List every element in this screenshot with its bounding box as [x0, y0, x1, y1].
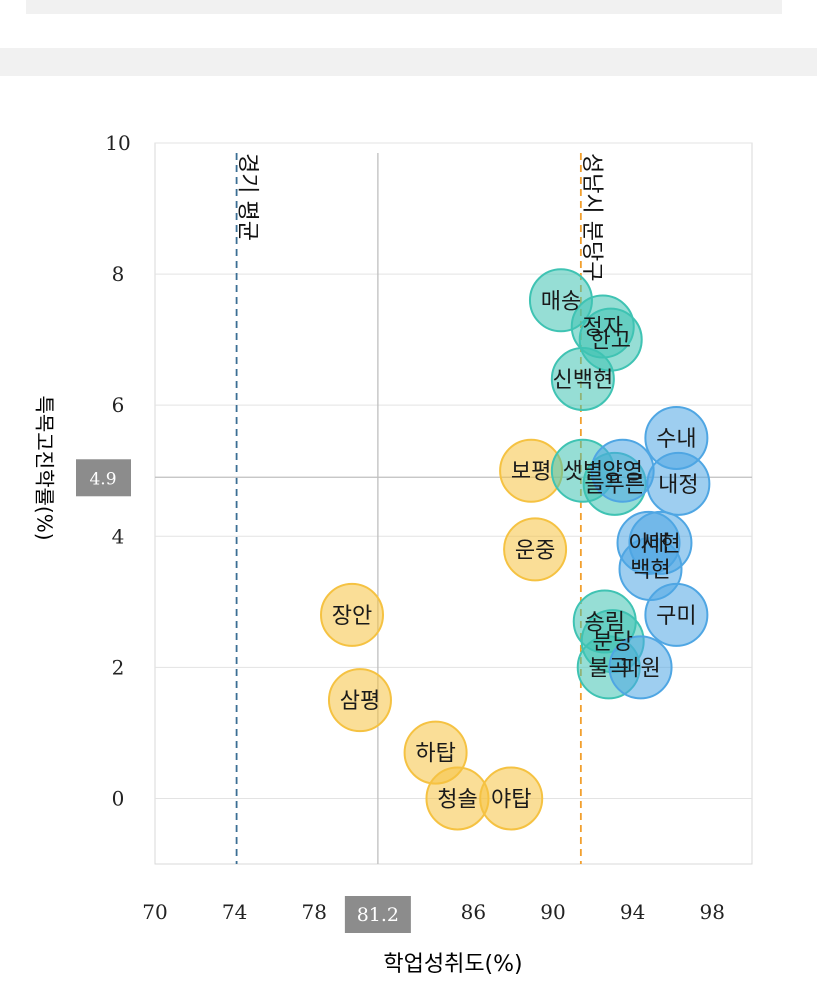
mean-badge-x: [344, 896, 411, 933]
y-tick-label: 6: [112, 393, 125, 417]
x-tick-label: 86: [461, 900, 486, 924]
mean-badge-y: [76, 459, 131, 497]
bubble-label: 야탑: [491, 787, 531, 812]
bubble-blue: [608, 635, 673, 700]
x-tick-label: 98: [699, 900, 724, 924]
x-tick-label: 90: [540, 900, 565, 924]
bubble-label: 구미: [656, 604, 696, 629]
mean-badge-y-label: 4.9: [89, 469, 116, 489]
x-axis-title: 학업성취도(%): [383, 952, 523, 977]
reference-line-label: 경기 평균: [235, 153, 260, 241]
bubble-label: 양영: [602, 460, 642, 485]
bubble-yellow: [479, 766, 544, 831]
bubble-teal: [550, 346, 615, 411]
bubble-label: 늘푸른: [584, 473, 645, 498]
reference-line-label: 성남시 분당구: [579, 153, 604, 281]
y-tick-label: 0: [112, 786, 125, 810]
bubble-label: 내정: [658, 473, 698, 498]
top-scroll-band: [26, 0, 782, 14]
x-tick-label: 78: [301, 900, 326, 924]
bubble-label: 보평: [511, 460, 551, 485]
bubble-label: 삼평: [340, 689, 380, 714]
bubble-label: 파원: [620, 656, 660, 681]
bubble-label: 정자: [583, 316, 623, 341]
bubble-label: 신백현: [552, 368, 613, 393]
x-tick-label: 94: [620, 900, 645, 924]
bubble-label: 불곡: [588, 656, 628, 681]
bubble-label: 수내: [656, 427, 696, 452]
bubble-label: 청솔: [437, 787, 477, 812]
y-tick-label: 4: [112, 524, 125, 548]
mean-badge-x-label: 81.2: [357, 904, 399, 926]
bubble-blue: [646, 451, 711, 516]
y-tick-label: 8: [112, 262, 125, 286]
bubble-label: 한고: [590, 329, 630, 354]
bubble-label: 백현: [630, 558, 670, 583]
bubble-label: 장안: [332, 604, 372, 629]
x-tick-label: 70: [142, 900, 167, 924]
bubble-label: 하탑: [415, 742, 455, 767]
y-tick-label: 10: [105, 131, 130, 155]
bubble-label: 샛별: [563, 460, 603, 485]
bubble-blue: [644, 582, 709, 647]
bubble-label: 운중: [515, 538, 555, 563]
bubble-label: 서현: [640, 532, 680, 557]
bubble-label: 이매: [628, 532, 668, 557]
bubble-yellow: [327, 668, 392, 733]
bubble-label: 매송: [541, 289, 581, 314]
bubble-label: 분당: [592, 630, 632, 655]
x-tick-label: 74: [222, 900, 247, 924]
y-tick-label: 2: [112, 655, 125, 679]
bubble-yellow: [320, 582, 385, 647]
y-axis-title: 특목고진학률(%): [32, 395, 57, 541]
header-band: [0, 48, 817, 76]
bubble-yellow: [503, 517, 568, 582]
bubble-label: 송림: [584, 610, 624, 635]
